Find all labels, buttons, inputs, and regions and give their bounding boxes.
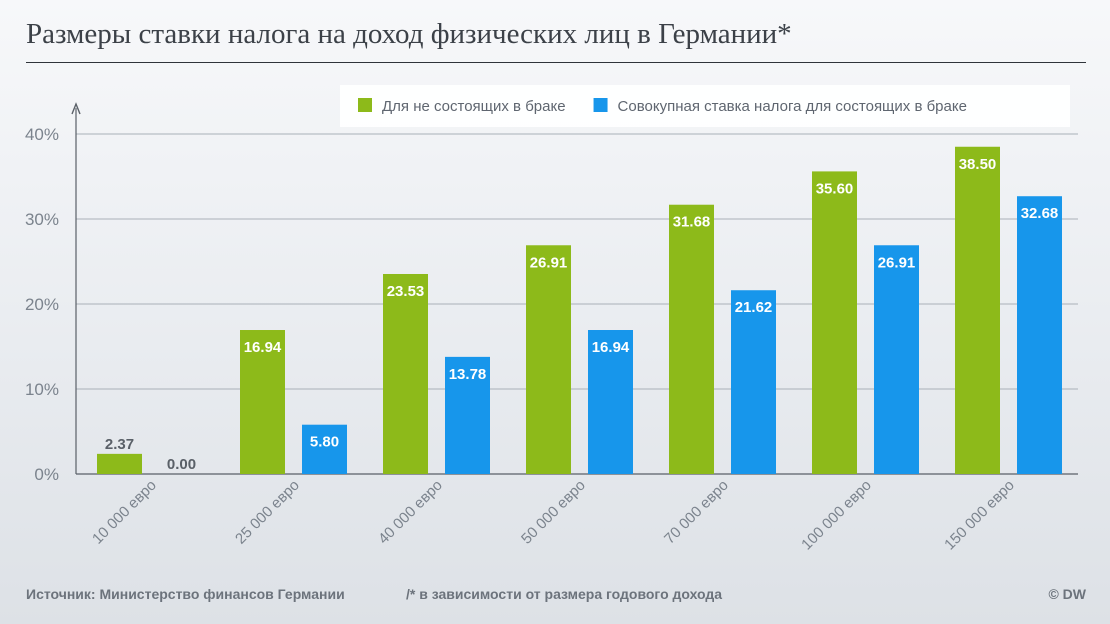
legend-swatch (358, 98, 372, 112)
bar (240, 330, 285, 474)
data-label: 26.91 (530, 254, 568, 271)
y-tick-label: 20% (25, 295, 59, 314)
data-label: 26.91 (878, 254, 916, 271)
data-label: 0.00 (167, 456, 196, 473)
source-note: Источник: Министерство финансов Германии (26, 586, 345, 602)
legend-label: Для не состоящих в браке (382, 98, 566, 115)
data-label: 38.50 (959, 156, 997, 173)
bar (97, 453, 142, 474)
data-label: 5.80 (310, 434, 339, 451)
legend-swatch (593, 98, 608, 112)
x-tick-label: 25 000 евро (232, 477, 303, 548)
x-tick-label: 10 000 евро (89, 477, 160, 548)
title-divider (26, 62, 1086, 63)
y-axis-arrow (71, 102, 81, 115)
bar (526, 245, 571, 474)
legend-box (340, 85, 1070, 127)
dw-credit: © DW (1048, 586, 1086, 602)
data-label: 35.60 (816, 180, 854, 197)
y-tick-label: 40% (25, 125, 59, 144)
data-label: 31.68 (673, 214, 711, 231)
data-label: 16.94 (592, 339, 630, 356)
bar (669, 204, 714, 474)
bar (445, 356, 490, 474)
bar (302, 424, 347, 474)
data-label: 2.37 (105, 436, 134, 453)
data-label: 13.78 (449, 366, 487, 383)
chart-title: Размеры ставки налога на доход физически… (26, 18, 792, 50)
x-tick-label: 40 000 евро (375, 477, 446, 548)
bar (383, 273, 428, 474)
legend-label: Совокупная ставка налога для состоящих в… (618, 98, 967, 115)
x-tick-label: 70 000 евро (661, 477, 732, 548)
bar (1017, 196, 1062, 474)
y-tick-label: 10% (25, 380, 59, 399)
data-label: 23.53 (387, 283, 425, 300)
data-label: 16.94 (244, 339, 282, 356)
footnote: /* в зависимости от размера годового дох… (406, 586, 723, 602)
data-label: 32.68 (1021, 205, 1059, 222)
x-tick-label: 150 000 евро (941, 477, 1018, 554)
bar (812, 171, 857, 474)
bar (588, 330, 633, 474)
x-tick-label: 50 000 евро (518, 477, 589, 548)
y-tick-label: 30% (25, 210, 59, 229)
x-tick-label: 100 000 евро (798, 477, 875, 554)
bar (955, 146, 1000, 474)
data-label: 21.62 (735, 299, 773, 316)
bar (874, 245, 919, 474)
y-tick-label: 0% (34, 465, 59, 484)
bar (731, 290, 776, 474)
